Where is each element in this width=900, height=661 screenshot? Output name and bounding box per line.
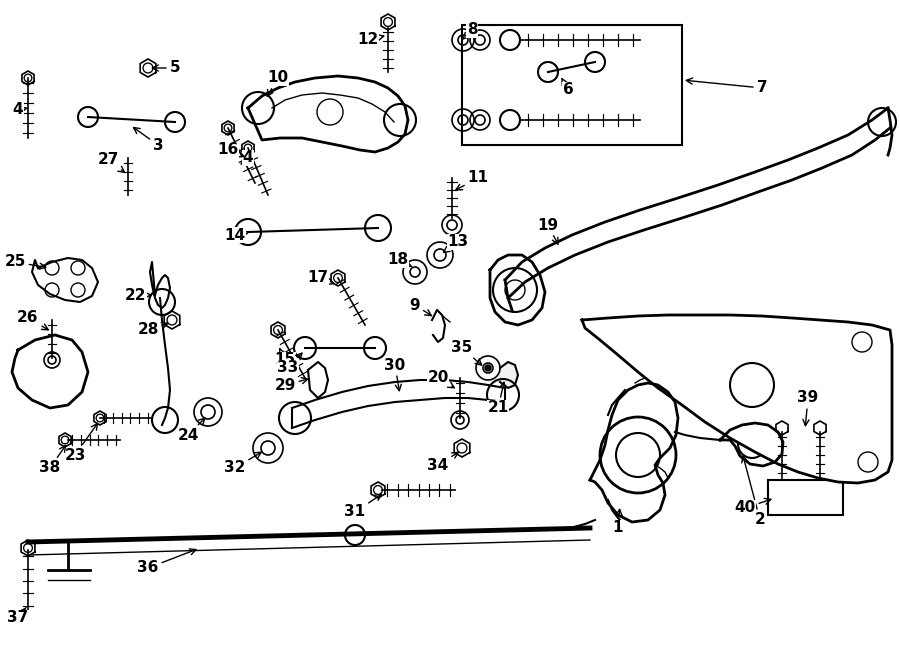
Text: 9: 9 <box>410 297 431 316</box>
Text: 3: 3 <box>133 128 163 153</box>
Text: 31: 31 <box>345 494 382 520</box>
Text: 15: 15 <box>274 349 295 368</box>
Text: 5: 5 <box>152 61 180 75</box>
Text: 7: 7 <box>687 78 768 95</box>
Text: 12: 12 <box>357 32 383 48</box>
Text: 19: 19 <box>537 217 559 244</box>
Text: 28: 28 <box>138 323 168 338</box>
Text: 27: 27 <box>97 153 124 173</box>
Text: 20: 20 <box>428 371 454 388</box>
Text: 38: 38 <box>40 446 66 475</box>
Text: 24: 24 <box>177 418 205 442</box>
Text: 1: 1 <box>613 510 623 535</box>
Text: 23: 23 <box>64 424 97 463</box>
Text: 2: 2 <box>742 456 765 527</box>
Text: 37: 37 <box>7 607 29 625</box>
Text: 18: 18 <box>387 253 412 268</box>
Text: 4: 4 <box>241 151 253 165</box>
Text: 30: 30 <box>384 358 406 391</box>
Text: 39: 39 <box>797 391 819 426</box>
Text: 36: 36 <box>138 549 196 576</box>
Text: 34: 34 <box>428 452 458 473</box>
Text: 21: 21 <box>488 382 508 416</box>
Polygon shape <box>500 362 518 388</box>
Text: 40: 40 <box>734 498 771 516</box>
Text: 13: 13 <box>444 235 469 253</box>
Text: 17: 17 <box>308 270 334 286</box>
Text: 4: 4 <box>13 102 27 118</box>
Text: 8: 8 <box>464 22 477 39</box>
Text: 22: 22 <box>124 288 150 303</box>
Polygon shape <box>582 315 892 483</box>
Text: 33: 33 <box>277 353 302 375</box>
Bar <box>768 480 843 515</box>
Circle shape <box>485 365 491 371</box>
Text: 14: 14 <box>224 227 249 243</box>
Text: 32: 32 <box>224 452 261 475</box>
Bar <box>462 25 682 145</box>
Text: 26: 26 <box>17 311 49 330</box>
Text: 6: 6 <box>562 79 573 98</box>
Text: 29: 29 <box>274 377 308 393</box>
Text: 11: 11 <box>455 171 489 190</box>
Text: 16: 16 <box>218 143 244 157</box>
Text: 10: 10 <box>267 71 289 97</box>
Text: 35: 35 <box>452 340 482 365</box>
Text: 25: 25 <box>4 254 46 270</box>
